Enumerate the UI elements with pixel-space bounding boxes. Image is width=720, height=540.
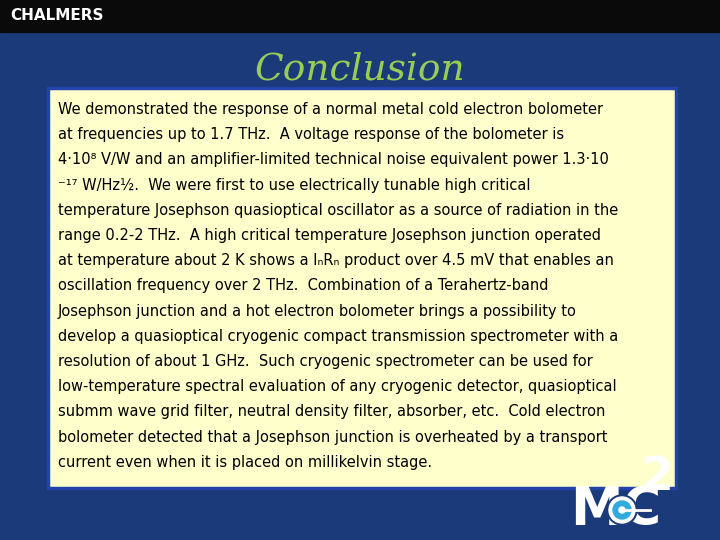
Text: MC: MC bbox=[570, 484, 661, 536]
Text: oscillation frequency over 2 THz.  Combination of a Terahertz-band: oscillation frequency over 2 THz. Combin… bbox=[58, 279, 549, 293]
Text: Conclusion: Conclusion bbox=[255, 52, 465, 88]
Text: develop a quasioptical cryogenic compact transmission spectrometer with a: develop a quasioptical cryogenic compact… bbox=[58, 329, 618, 344]
Text: CHALMERS: CHALMERS bbox=[10, 9, 104, 24]
Text: ⁻¹⁷ W/Hz½.  We were first to use electrically tunable high critical: ⁻¹⁷ W/Hz½. We were first to use electric… bbox=[58, 178, 531, 193]
Circle shape bbox=[619, 507, 625, 513]
Circle shape bbox=[613, 501, 631, 519]
Text: We demonstrated the response of a normal metal cold electron bolometer: We demonstrated the response of a normal… bbox=[58, 102, 603, 117]
Text: 2: 2 bbox=[640, 455, 673, 500]
Text: at temperature about 2 K shows a IₙRₙ product over 4.5 mV that enables an: at temperature about 2 K shows a IₙRₙ pr… bbox=[58, 253, 614, 268]
Text: at frequencies up to 1.7 THz.  A voltage response of the bolometer is: at frequencies up to 1.7 THz. A voltage … bbox=[58, 127, 564, 142]
Text: Josephson junction and a hot electron bolometer brings a possibility to: Josephson junction and a hot electron bo… bbox=[58, 303, 577, 319]
Circle shape bbox=[609, 497, 635, 523]
Text: current even when it is placed on millikelvin stage.: current even when it is placed on millik… bbox=[58, 455, 432, 470]
Text: 4·10⁸ V/W and an amplifier-limited technical noise equivalent power 1.3·10: 4·10⁸ V/W and an amplifier-limited techn… bbox=[58, 152, 609, 167]
Text: resolution of about 1 GHz.  Such cryogenic spectrometer can be used for: resolution of about 1 GHz. Such cryogeni… bbox=[58, 354, 593, 369]
Text: low-temperature spectral evaluation of any cryogenic detector, quasioptical: low-temperature spectral evaluation of a… bbox=[58, 379, 616, 394]
Text: temperature Josephson quasioptical oscillator as a source of radiation in the: temperature Josephson quasioptical oscil… bbox=[58, 203, 618, 218]
Text: bolometer detected that a Josephson junction is overheated by a transport: bolometer detected that a Josephson junc… bbox=[58, 430, 608, 444]
Text: submm wave grid filter, neutral density filter, absorber, etc.  Cold electron: submm wave grid filter, neutral density … bbox=[58, 404, 606, 420]
Circle shape bbox=[607, 495, 637, 525]
Text: range 0.2-2 THz.  A high critical temperature Josephson junction operated: range 0.2-2 THz. A high critical tempera… bbox=[58, 228, 601, 243]
Bar bbox=[0, 0, 720, 32]
FancyBboxPatch shape bbox=[48, 88, 676, 488]
